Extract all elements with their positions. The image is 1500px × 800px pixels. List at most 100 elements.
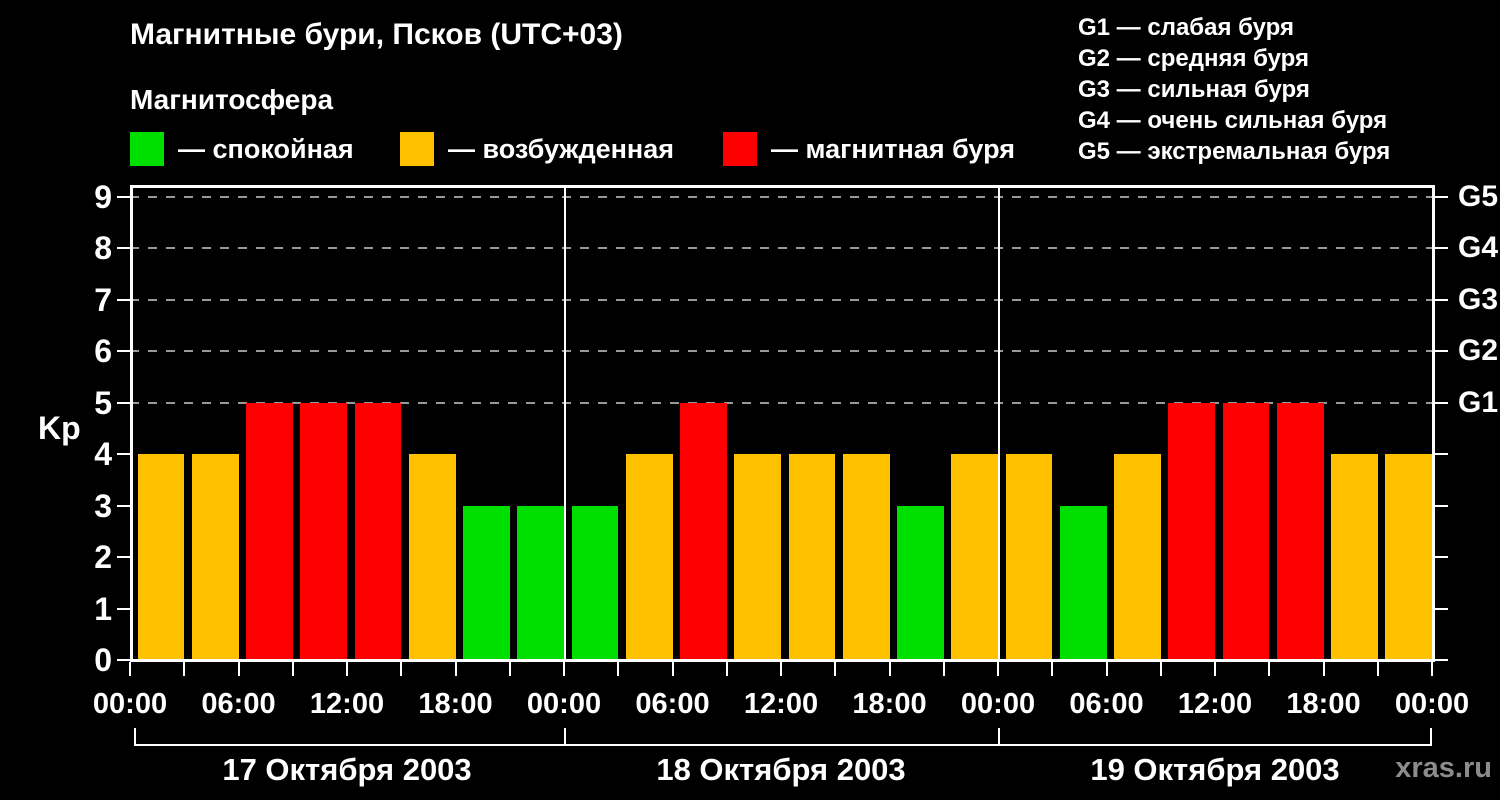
y-tick-label: 9 — [94, 178, 112, 215]
storm-scale-line-G3: G3 — сильная буря — [1078, 76, 1310, 103]
right-axis-tick — [1435, 195, 1448, 198]
x-axis-tick — [563, 662, 565, 676]
y-axis-tick — [117, 298, 130, 301]
kp-bar — [463, 505, 510, 660]
right-axis-tick — [1435, 298, 1448, 301]
gridline-kp7 — [130, 298, 1432, 301]
kp-bar — [788, 454, 836, 660]
y-axis-tick — [117, 195, 130, 198]
kp-bar — [1114, 454, 1161, 660]
x-axis-tick — [1051, 662, 1054, 676]
x-tick-label: 18:00 — [852, 688, 927, 720]
right-axis-label-G4: G4 — [1458, 231, 1499, 264]
legend-swatch-quiet — [130, 132, 164, 166]
kp-bar — [246, 402, 293, 660]
date-label: 19 Октября 2003 — [1090, 752, 1340, 787]
x-axis-tick — [942, 662, 945, 676]
kp-bar — [1385, 454, 1432, 660]
kp-bar — [137, 454, 185, 660]
kp-bar — [1222, 402, 1270, 660]
kp-bar — [1005, 454, 1053, 660]
y-tick-label: 1 — [94, 590, 112, 627]
y-axis-tick — [117, 350, 130, 352]
x-axis-tick — [997, 662, 999, 676]
right-axis-tick — [1435, 607, 1448, 610]
day-divider — [998, 185, 1000, 660]
kp-bar — [408, 454, 456, 660]
x-tick-label: 12:00 — [309, 688, 385, 720]
x-axis-tick — [508, 662, 511, 676]
y-tick-label: 7 — [94, 281, 112, 318]
x-axis-line — [130, 659, 1435, 662]
y-tick-label: 0 — [94, 642, 112, 678]
kp-bar — [951, 454, 998, 660]
y-tick-label: 2 — [94, 539, 112, 575]
right-axis-tick — [1435, 659, 1448, 661]
right-axis-tick — [1435, 556, 1448, 558]
kp-bar — [517, 505, 564, 660]
date-bracket-end — [564, 728, 566, 746]
date-bracket-end — [1430, 728, 1432, 746]
day-divider — [564, 185, 566, 660]
date-bracket-line — [134, 744, 1430, 746]
x-axis-tick — [1268, 662, 1271, 676]
x-tick-label: 06:00 — [1069, 688, 1144, 720]
x-axis-tick — [346, 662, 348, 676]
right-axis-tick — [1435, 453, 1448, 455]
kp-bar — [625, 454, 673, 660]
legend-item-storm: — магнитная буря — [723, 131, 1015, 167]
x-tick-label: 00:00 — [92, 688, 168, 720]
x-axis-tick — [1376, 662, 1379, 676]
x-axis-tick — [888, 662, 891, 676]
kp-bar — [680, 402, 727, 660]
kp-bar — [1168, 402, 1215, 660]
legend-swatch-storm — [723, 132, 757, 166]
y-tick-label: 4 — [94, 436, 112, 472]
y-axis-tick — [117, 401, 130, 404]
legend-label-storm: — магнитная буря — [771, 133, 1015, 164]
kp-bar — [897, 505, 944, 660]
x-axis-tick — [291, 662, 294, 676]
kp-bar — [571, 505, 619, 660]
y-axis-tick — [117, 247, 130, 249]
date-bracket-end — [134, 728, 136, 746]
y-tick-label: 3 — [94, 487, 112, 524]
x-axis-tick — [780, 662, 782, 676]
kp-bar — [734, 454, 781, 660]
storm-scale-line-G2: G2 — средняя буря — [1078, 45, 1309, 72]
x-tick-label: 18:00 — [418, 688, 493, 720]
x-axis-tick — [237, 662, 240, 676]
date-bracket-end — [998, 728, 1000, 746]
right-axis-label-G1: G1 — [1458, 385, 1499, 419]
x-axis-tick — [1431, 662, 1433, 676]
x-axis-tick — [183, 662, 186, 676]
x-axis-tick — [1159, 662, 1162, 676]
y-axis-tick — [117, 659, 130, 661]
kp-bar — [842, 454, 890, 660]
x-tick-label: 00:00 — [526, 688, 602, 720]
y-tick-label: 5 — [94, 384, 112, 421]
y-axis-tick — [117, 556, 130, 558]
legend-item-active: — возбужденная — [400, 131, 674, 167]
x-axis-tick — [454, 662, 457, 676]
storm-scale-legend: G1 — слабая буря G2 — средняя буря G3 — си… — [1078, 12, 1390, 167]
y-tick-label: 8 — [94, 230, 112, 266]
y-axis-tick — [117, 453, 130, 455]
gridline-kp9 — [130, 195, 1432, 198]
x-axis-tick — [1105, 662, 1108, 676]
right-axis-tick — [1435, 504, 1448, 507]
date-label: 18 Октября 2003 — [656, 752, 906, 787]
x-axis-tick — [834, 662, 837, 676]
right-axis-label-G2: G2 — [1458, 334, 1499, 367]
y-tick-label: 6 — [94, 333, 112, 369]
date-label: 17 Октября 2003 — [222, 752, 472, 787]
magnetosphere-legend-title: Магнитосфера — [130, 84, 334, 115]
x-tick-label: 00:00 — [960, 688, 1036, 720]
y-axis-tick — [117, 607, 130, 610]
kp-bar — [354, 402, 402, 660]
right-axis-label-G3: G3 — [1458, 282, 1499, 316]
right-axis-tick — [1435, 401, 1448, 404]
y-axis-line — [130, 185, 133, 660]
kp-bar — [1276, 402, 1324, 660]
x-axis-tick — [1214, 662, 1216, 676]
